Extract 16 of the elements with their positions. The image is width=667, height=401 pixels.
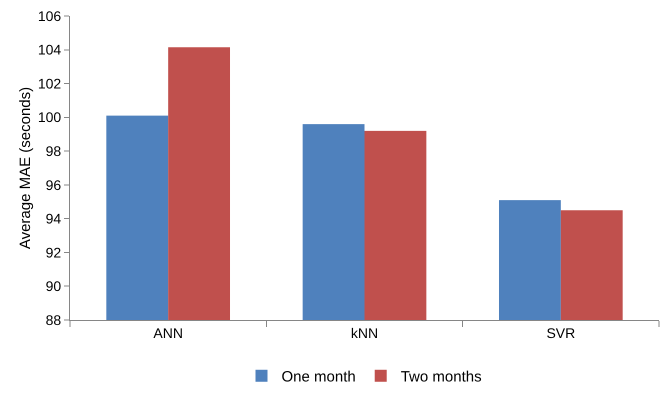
- y-tick-label: 100: [38, 109, 62, 126]
- legend-label: One month: [282, 368, 356, 386]
- y-tick-label: 94: [46, 210, 62, 227]
- y-axis-title: Average MAE (seconds): [17, 86, 34, 250]
- y-tick-label: 90: [46, 278, 62, 294]
- y-tick-label: 88: [46, 312, 62, 328]
- y-tick-label: 102: [38, 75, 62, 92]
- legend-label: Two months: [400, 368, 482, 386]
- y-tick-label: 96: [46, 176, 62, 193]
- y-tick-label: 98: [46, 143, 62, 160]
- y-tick-label: 106: [38, 8, 62, 24]
- x-tick-label: kNN: [350, 324, 378, 341]
- x-tick-label: ANN: [153, 324, 183, 341]
- x-tick-label: SVR: [546, 324, 576, 341]
- y-tick-label: 104: [38, 42, 62, 58]
- y-tick-label: 92: [46, 244, 62, 260]
